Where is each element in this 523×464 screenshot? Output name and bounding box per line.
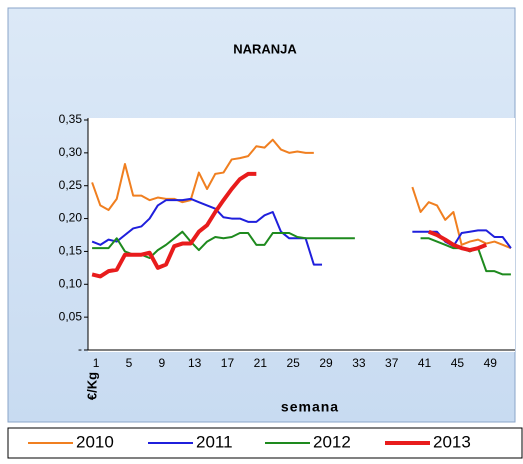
x-tick-label: 5: [126, 356, 133, 370]
x-tick-label: 21: [254, 356, 268, 370]
y-tick-label: 0,25: [59, 178, 83, 192]
x-tick-label: 41: [418, 356, 432, 370]
y-axis-label: €/Kg: [84, 372, 99, 400]
y-tick-label: 0,05: [59, 309, 83, 323]
line-series: [411, 186, 512, 250]
x-tick-label: 13: [188, 356, 202, 370]
x-axis-label: semana: [281, 399, 339, 415]
x-tick-label: 9: [158, 356, 165, 370]
y-tick-label: 0,20: [59, 211, 83, 225]
x-tick-label: 45: [451, 356, 465, 370]
line-series: [91, 171, 257, 279]
legend-label: 2011: [196, 432, 233, 451]
legend-label: 2013: [433, 432, 471, 451]
plot-area: [88, 118, 515, 352]
legend-label: 2012: [313, 432, 351, 451]
x-tick-label: 29: [319, 356, 333, 370]
x-tick-label: 1: [93, 356, 100, 370]
y-tick-label: 0,15: [59, 244, 83, 258]
x-tick-label: 37: [385, 356, 399, 370]
y-tick-label: 0,30: [59, 145, 83, 159]
x-tick-label: 17: [221, 356, 235, 370]
x-tick-label: 25: [287, 356, 301, 370]
line-series: [428, 229, 488, 253]
legend-label: 2010: [76, 432, 114, 451]
y-tick-label: -: [78, 342, 82, 356]
x-tick-label: 33: [352, 356, 366, 370]
chart-title: NARANJA: [233, 41, 297, 56]
x-tick-label: 49: [484, 356, 498, 370]
y-tick-label: 0,10: [59, 276, 83, 290]
y-tick-label: 0,35: [59, 112, 83, 126]
line-series: [91, 138, 314, 212]
